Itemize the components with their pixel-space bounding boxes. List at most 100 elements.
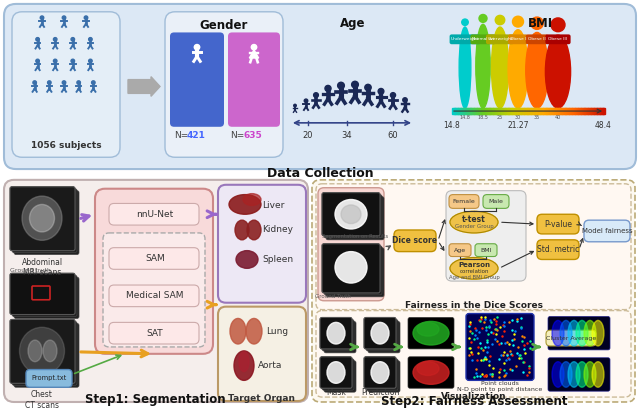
Text: Std. metric: Std. metric [537,245,579,254]
Bar [486,108,488,114]
Bar [460,108,461,114]
FancyBboxPatch shape [10,187,75,251]
Text: Male: Male [488,199,504,204]
Bar [561,108,563,114]
Ellipse shape [450,211,498,233]
Circle shape [88,38,92,41]
Bar [568,108,570,114]
Bar [567,108,568,114]
Bar [594,108,595,114]
Bar [500,108,501,114]
FancyBboxPatch shape [364,357,396,388]
FancyBboxPatch shape [320,318,352,349]
Ellipse shape [341,205,361,223]
Bar [515,108,516,114]
FancyBboxPatch shape [10,187,75,251]
Bar [497,108,498,114]
FancyBboxPatch shape [318,188,384,301]
Bar [481,108,482,114]
Bar [518,108,520,114]
Bar [484,108,485,114]
FancyBboxPatch shape [316,184,631,310]
FancyBboxPatch shape [449,195,479,209]
Circle shape [71,38,75,41]
Text: Obese II: Obese II [528,37,546,41]
Bar [517,108,518,114]
Bar [533,108,534,114]
Circle shape [365,84,371,90]
Text: Pearson: Pearson [458,262,490,268]
Bar [474,108,476,114]
Ellipse shape [592,362,604,387]
Circle shape [513,16,524,27]
Bar [576,108,577,114]
Bar [583,108,584,114]
Bar [560,108,561,114]
Bar [516,108,518,114]
Bar [460,108,461,114]
Bar [504,108,505,114]
Bar [468,108,470,114]
FancyBboxPatch shape [449,244,471,256]
Ellipse shape [43,340,57,362]
Ellipse shape [229,195,261,214]
FancyBboxPatch shape [103,233,205,347]
Text: Gender Group: Gender Group [454,223,493,228]
Bar [515,108,516,114]
Bar [579,108,580,114]
Ellipse shape [417,362,439,375]
Bar [498,108,499,114]
Bar [548,108,549,114]
Text: 40: 40 [555,115,561,120]
Bar [508,108,509,114]
Bar [505,108,506,114]
Circle shape [84,16,88,19]
Circle shape [390,93,396,97]
Bar [454,108,456,114]
Ellipse shape [552,362,564,387]
Bar [454,108,455,114]
Bar [452,108,453,114]
Text: BMI: BMI [527,17,552,30]
Text: Prediction: Prediction [361,388,399,396]
Bar [540,108,541,114]
Text: SAT: SAT [147,329,163,338]
Text: Model fairness: Model fairness [582,228,632,234]
FancyBboxPatch shape [546,330,596,346]
Text: 25: 25 [497,115,503,120]
Text: Segmentation on Results: Segmentation on Results [322,234,388,240]
Circle shape [252,45,257,50]
Bar [471,108,472,114]
FancyBboxPatch shape [322,192,380,236]
Bar [483,108,484,114]
Bar [562,108,563,114]
Bar [484,108,486,114]
Text: Obese III: Obese III [548,37,568,41]
Bar [508,108,509,114]
Bar [513,108,515,114]
Text: N=: N= [230,131,244,140]
Bar [602,108,603,114]
Bar [534,108,535,114]
FancyBboxPatch shape [316,311,631,397]
Circle shape [62,81,66,84]
FancyBboxPatch shape [10,273,75,315]
FancyBboxPatch shape [446,191,526,281]
Bar [461,108,462,114]
Ellipse shape [584,320,596,346]
Bar [564,108,566,114]
Text: Visualization: Visualization [441,392,507,401]
Text: Cluster Average: Cluster Average [546,336,596,341]
Bar [502,108,504,114]
Bar [493,108,494,114]
Ellipse shape [413,361,449,385]
Text: Target Organ: Target Organ [228,394,296,403]
FancyBboxPatch shape [14,323,79,387]
FancyBboxPatch shape [170,33,224,127]
Polygon shape [250,50,259,58]
Circle shape [531,17,543,29]
Text: 1056 subjects: 1056 subjects [31,141,101,150]
Bar [592,108,593,114]
Ellipse shape [552,320,564,346]
FancyBboxPatch shape [486,34,514,44]
